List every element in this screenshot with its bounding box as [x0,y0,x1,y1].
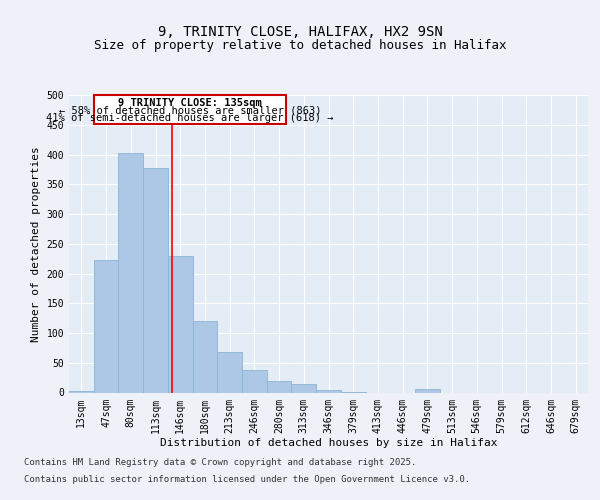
Bar [267,380,292,392]
Bar [193,321,217,392]
Text: Contains HM Land Registry data © Crown copyright and database right 2025.: Contains HM Land Registry data © Crown c… [24,458,416,467]
Text: 41% of semi-detached houses are larger (618) →: 41% of semi-detached houses are larger (… [46,114,334,124]
Text: ← 58% of detached houses are smaller (863): ← 58% of detached houses are smaller (86… [59,106,322,116]
Bar [316,390,341,392]
Bar [415,389,440,392]
Y-axis label: Number of detached properties: Number of detached properties [31,146,41,342]
Bar [292,384,316,392]
Text: Size of property relative to detached houses in Halifax: Size of property relative to detached ho… [94,38,506,52]
Bar [217,352,242,393]
Text: 9 TRINITY CLOSE: 135sqm: 9 TRINITY CLOSE: 135sqm [118,98,262,108]
X-axis label: Distribution of detached houses by size in Halifax: Distribution of detached houses by size … [160,438,497,448]
Bar [242,370,267,392]
Bar [168,256,193,392]
Text: 9, TRINITY CLOSE, HALIFAX, HX2 9SN: 9, TRINITY CLOSE, HALIFAX, HX2 9SN [158,26,442,40]
Bar [143,168,168,392]
Text: Contains public sector information licensed under the Open Government Licence v3: Contains public sector information licen… [24,476,470,484]
Bar [94,260,118,392]
Bar [94,95,286,124]
Bar [118,152,143,392]
